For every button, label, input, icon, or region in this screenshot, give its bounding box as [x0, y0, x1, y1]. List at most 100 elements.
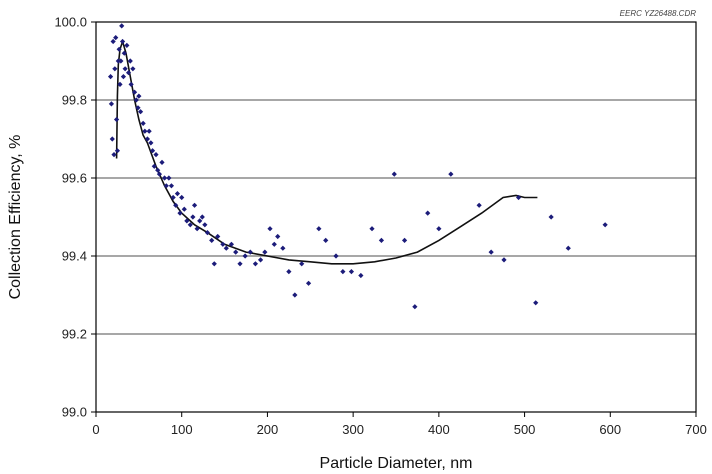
data-point: [323, 237, 329, 243]
data-point: [156, 171, 163, 177]
data-point: [168, 183, 175, 189]
y-tick-label: 99.4: [62, 249, 87, 264]
data-point: [292, 292, 298, 298]
x-tick-label: 400: [428, 422, 450, 437]
data-point: [177, 210, 183, 216]
data-point: [247, 249, 253, 255]
data-point: [125, 70, 132, 76]
data-point: [194, 226, 200, 232]
data-point: [448, 171, 454, 177]
data-point: [155, 167, 161, 173]
data-point: [271, 241, 277, 247]
plot-area: [95, 21, 697, 413]
data-point: [120, 74, 127, 80]
fit-curve: [115, 38, 538, 265]
data-point: [233, 249, 239, 255]
data-point: [267, 226, 273, 232]
data-point: [119, 23, 125, 29]
data-point: [242, 253, 248, 259]
data-point: [412, 304, 418, 310]
data-point: [275, 233, 281, 240]
data-point: [149, 148, 156, 154]
data-point: [111, 152, 117, 158]
data-point: [299, 261, 305, 267]
data-point: [163, 183, 169, 189]
data-point: [228, 241, 235, 247]
data-point: [378, 237, 385, 243]
data-point: [108, 101, 115, 107]
data-point: [113, 116, 120, 123]
data-point: [119, 38, 126, 45]
data-point: [262, 249, 268, 255]
y-axis: 99.0 99.2 99.4 99.6 99.8 100.0: [54, 15, 96, 420]
data-point: [401, 237, 408, 243]
data-point: [340, 269, 346, 275]
data-point: [122, 66, 128, 72]
data-point: [187, 222, 193, 228]
data-point: [179, 194, 185, 201]
x-tick-label: 0: [92, 422, 99, 437]
gridlines: [96, 99, 696, 335]
data-point: [127, 58, 133, 64]
data-point: [181, 206, 187, 212]
data-point: [116, 46, 122, 52]
data-point: [133, 97, 139, 103]
data-point: [204, 230, 211, 236]
data-point: [130, 66, 136, 72]
data-point: [280, 245, 286, 251]
data-point: [184, 218, 190, 224]
y-tick-label: 99.6: [62, 171, 87, 186]
x-axis-title: Particle Diameter, nm: [320, 455, 473, 472]
data-point: [159, 159, 165, 165]
data-point: [112, 66, 118, 72]
data-point: [128, 81, 134, 87]
data-point: [488, 249, 494, 255]
data-point: [161, 175, 168, 181]
data-point: [109, 136, 115, 142]
y-tick-label: 99.0: [62, 405, 87, 420]
data-point: [124, 42, 130, 48]
x-tick-label: 600: [599, 422, 621, 437]
data-point: [391, 171, 397, 177]
data-point: [137, 109, 144, 115]
data-point: [151, 163, 157, 169]
data-point: [237, 261, 243, 267]
data-point: [199, 214, 205, 220]
data-point: [131, 89, 138, 95]
x-tick-label: 700: [685, 422, 707, 437]
data-point: [140, 120, 146, 126]
data-point: [602, 222, 608, 228]
data-point: [190, 214, 196, 220]
data-point: [565, 245, 571, 251]
data-point: [257, 257, 264, 263]
y-tick-label: 100.0: [54, 15, 87, 30]
x-tick-label: 300: [342, 422, 364, 437]
data-point: [425, 210, 431, 216]
data-points: [107, 23, 608, 310]
data-point: [501, 257, 507, 263]
data-point: [202, 222, 208, 228]
data-point: [220, 241, 226, 247]
data-point: [215, 233, 221, 240]
data-point: [113, 35, 119, 41]
data-point: [148, 140, 154, 146]
data-point: [121, 50, 127, 56]
data-point: [436, 226, 442, 232]
data-point: [107, 74, 114, 80]
data-point: [548, 214, 554, 220]
data-point: [211, 261, 217, 267]
data-point: [153, 152, 159, 158]
data-point: [142, 128, 148, 134]
data-point: [174, 191, 181, 197]
x-tick-label: 100: [171, 422, 193, 437]
data-point: [117, 81, 123, 87]
x-axis: 0 100 200 300 400 500 600 700: [92, 412, 707, 437]
data-point: [191, 202, 198, 208]
data-point: [348, 269, 355, 275]
y-axis-title: Collection Efficiency, %: [7, 135, 24, 300]
data-point: [316, 226, 322, 232]
data-point: [144, 136, 151, 142]
y-tick-label: 99.2: [62, 327, 87, 342]
data-point: [197, 218, 203, 224]
